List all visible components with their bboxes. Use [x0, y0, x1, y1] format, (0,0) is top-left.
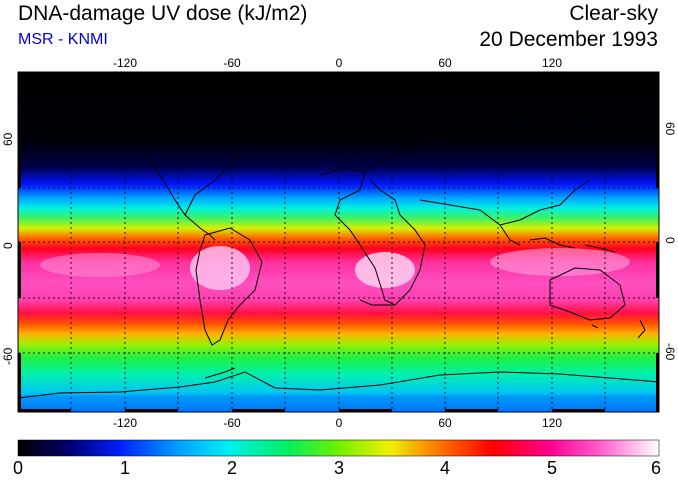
source-label: MSR - KNMI — [18, 31, 108, 48]
lat-tick-left-0: 0 — [1, 242, 15, 249]
lat-tick-left-minus60: -60 — [1, 347, 15, 365]
lat-tick-right-0: 0 — [663, 237, 677, 244]
lon-tick-top-minus120: -120 — [112, 56, 138, 70]
lon-tick-top-120: 120 — [541, 56, 563, 70]
lat-tick-right-60: 60 — [663, 122, 677, 136]
colorbar-tick-1: 1 — [119, 458, 131, 478]
lon-tick-bottom-minus60: -60 — [223, 416, 241, 430]
colorbar-tick-5: 5 — [546, 458, 558, 478]
lon-tick-top-minus60: -60 — [223, 56, 241, 70]
colorbar — [17, 439, 660, 457]
colorbar-tick-3: 3 — [333, 458, 345, 478]
lon-tick-bottom-minus120: -120 — [112, 416, 138, 430]
colorbar-tick-6: 6 — [650, 458, 662, 478]
colorbar-tick-0: 0 — [12, 458, 24, 478]
lat-tick-left-60: 60 — [1, 132, 15, 146]
lon-tick-bottom-60: 60 — [438, 416, 452, 430]
lon-tick-bottom-0: 0 — [335, 416, 343, 430]
lon-tick-bottom-120: 120 — [541, 416, 563, 430]
lat-tick-right-minus60: -60 — [663, 343, 677, 361]
lon-tick-top-0: 0 — [335, 56, 343, 70]
date-label: 20 December 1993 — [479, 28, 658, 51]
lon-tick-top-60: 60 — [438, 56, 452, 70]
colorbar-tick-2: 2 — [226, 458, 238, 478]
colorbar-tick-4: 4 — [439, 458, 451, 478]
sky-condition-label: Clear-sky — [569, 2, 658, 25]
map-title: DNA-damage UV dose (kJ/m2) — [18, 2, 308, 25]
